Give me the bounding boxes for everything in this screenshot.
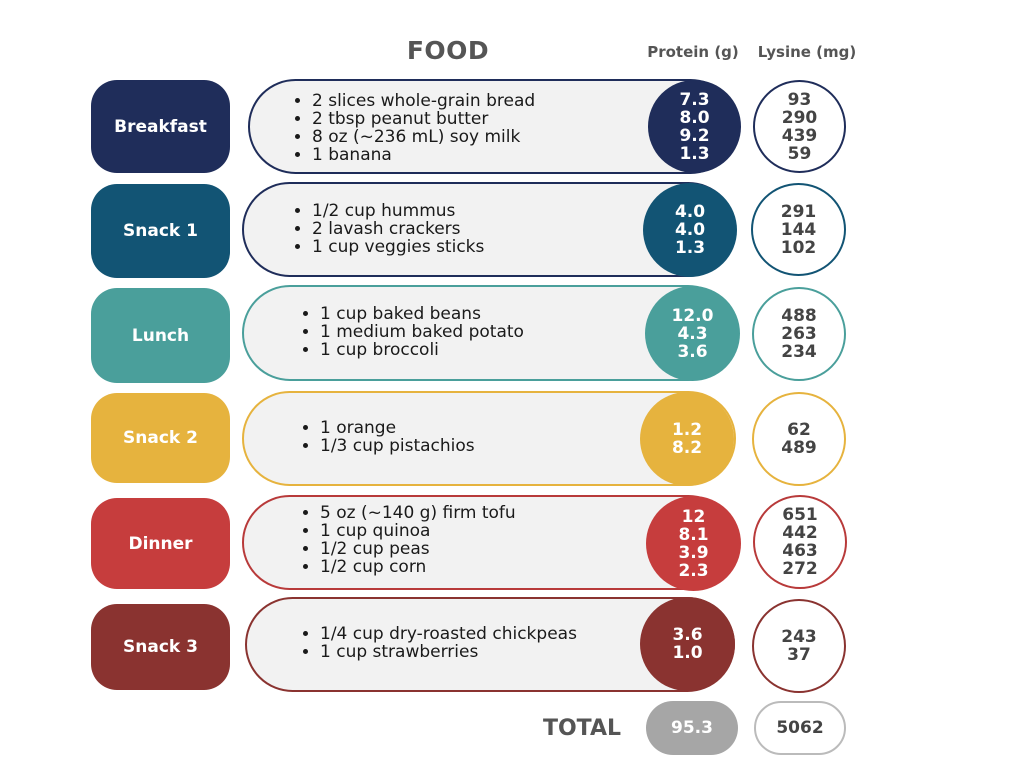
protein-value: 1.0 [672, 643, 703, 663]
meal-label-lunch: Lunch [91, 288, 230, 383]
lysine-circle-dinner: 651 442 463 272 [753, 495, 847, 589]
food-item: 1/2 cup peas [320, 540, 516, 558]
meal-label-snack-3: Snack 3 [91, 604, 230, 690]
lysine-circle-snack-3: 243 37 [752, 599, 846, 693]
protein-value: 1.2 [671, 420, 703, 440]
lysine-value: 439 [781, 125, 818, 146]
food-item: 2 tbsp peanut butter [312, 110, 535, 128]
protein-value: 3.9 [678, 542, 709, 563]
lysine-value: 291 [780, 201, 817, 222]
meal-label-snack-2: Snack 2 [91, 393, 230, 483]
protein-value: 3.6 [672, 625, 703, 645]
lysine-value: 102 [780, 237, 817, 258]
total-lysine-badge: 5062 [754, 701, 846, 755]
lysine-circle-snack-2: 62 489 [752, 392, 846, 486]
food-item: 1 cup veggies sticks [312, 238, 484, 256]
lysine-value: 272 [782, 559, 818, 579]
protein-value: 9.2 [679, 125, 710, 146]
protein-value: 4.3 [677, 323, 708, 344]
protein-circle-snack-1: 4.0 4.0 1.3 [643, 183, 737, 277]
lysine-circle-snack-1: 291 144 102 [751, 183, 846, 276]
lysine-value: 59 [787, 143, 812, 164]
protein-value: 1.3 [674, 238, 706, 258]
lysine-column-header: Lysine (mg) [757, 43, 857, 61]
protein-value: 8.0 [679, 107, 710, 128]
food-list-snack-1: 1/2 cup hummus 2 lavash crackers 1 cup v… [290, 202, 484, 256]
lysine-value: 263 [781, 324, 817, 344]
lysine-value: 488 [781, 306, 817, 326]
lysine-value: 463 [782, 541, 818, 561]
food-item: 1 cup strawberries [320, 643, 577, 661]
lysine-value: 62 [787, 420, 811, 440]
lysine-value: 442 [782, 523, 818, 543]
protein-circle-breakfast: 7.3 8.0 9.2 1.3 [648, 80, 741, 173]
protein-value: 3.6 [677, 341, 708, 362]
food-item: 2 slices whole-grain bread [312, 92, 535, 110]
lysine-value: 290 [781, 107, 818, 128]
food-item: 1 orange [320, 419, 475, 437]
food-item: 1 cup broccoli [320, 341, 524, 359]
lysine-value: 489 [781, 438, 817, 458]
protein-value: 7.3 [679, 89, 710, 110]
protein-value: 2.3 [678, 560, 709, 581]
meal-label-snack-1: Snack 1 [91, 184, 230, 278]
protein-circle-snack-3: 3.6 1.0 [640, 597, 735, 691]
food-item: 5 oz (~140 g) firm tofu [320, 504, 516, 522]
food-item: 1/3 cup pistachios [320, 437, 475, 455]
food-item: 1/2 cup corn [320, 558, 516, 576]
food-column-header: FOOD [406, 36, 490, 65]
protein-value: 12.0 [671, 305, 714, 326]
lysine-circle-lunch: 488 263 234 [752, 287, 846, 381]
protein-value: 8.1 [678, 524, 709, 545]
lysine-value: 144 [780, 219, 817, 240]
protein-value: 12 [681, 506, 706, 527]
lysine-value: 93 [787, 89, 812, 110]
food-item: 8 oz (~236 mL) soy milk [312, 128, 535, 146]
protein-value: 1.3 [679, 143, 710, 164]
meal-label-dinner: Dinner [91, 498, 230, 589]
meal-label-breakfast: Breakfast [91, 80, 230, 173]
food-item: 2 lavash crackers [312, 220, 484, 238]
food-list-lunch: 1 cup baked beans 1 medium baked potato … [298, 305, 524, 359]
lysine-value: 37 [787, 645, 811, 665]
food-list-snack-3: 1/4 cup dry-roasted chickpeas 1 cup stra… [298, 625, 577, 661]
protein-circle-lunch: 12.0 4.3 3.6 [645, 286, 740, 381]
food-item: 1 cup quinoa [320, 522, 516, 540]
lysine-circle-breakfast: 93 290 439 59 [753, 80, 846, 173]
food-item: 1 banana [312, 146, 535, 164]
food-item: 1 medium baked potato [320, 323, 524, 341]
total-protein-badge: 95.3 [646, 701, 738, 755]
food-list-breakfast: 2 slices whole-grain bread 2 tbsp peanut… [290, 92, 535, 164]
food-item: 1 cup baked beans [320, 305, 524, 323]
lysine-value: 234 [781, 342, 817, 362]
protein-value: 4.0 [674, 202, 706, 222]
lysine-value: 243 [781, 627, 817, 647]
food-item: 1/2 cup hummus [312, 202, 484, 220]
total-label: TOTAL [542, 716, 622, 741]
food-item: 1/4 cup dry-roasted chickpeas [320, 625, 577, 643]
protein-circle-snack-2: 1.2 8.2 [640, 392, 734, 486]
lysine-value: 651 [782, 505, 818, 525]
protein-circle-dinner: 12 8.1 3.9 2.3 [646, 496, 741, 591]
food-list-snack-2: 1 orange 1/3 cup pistachios [298, 419, 475, 455]
food-list-dinner: 5 oz (~140 g) firm tofu 1 cup quinoa 1/2… [298, 504, 516, 576]
protein-value: 4.0 [674, 220, 706, 240]
protein-value: 8.2 [671, 438, 703, 458]
protein-column-header: Protein (g) [647, 43, 739, 61]
